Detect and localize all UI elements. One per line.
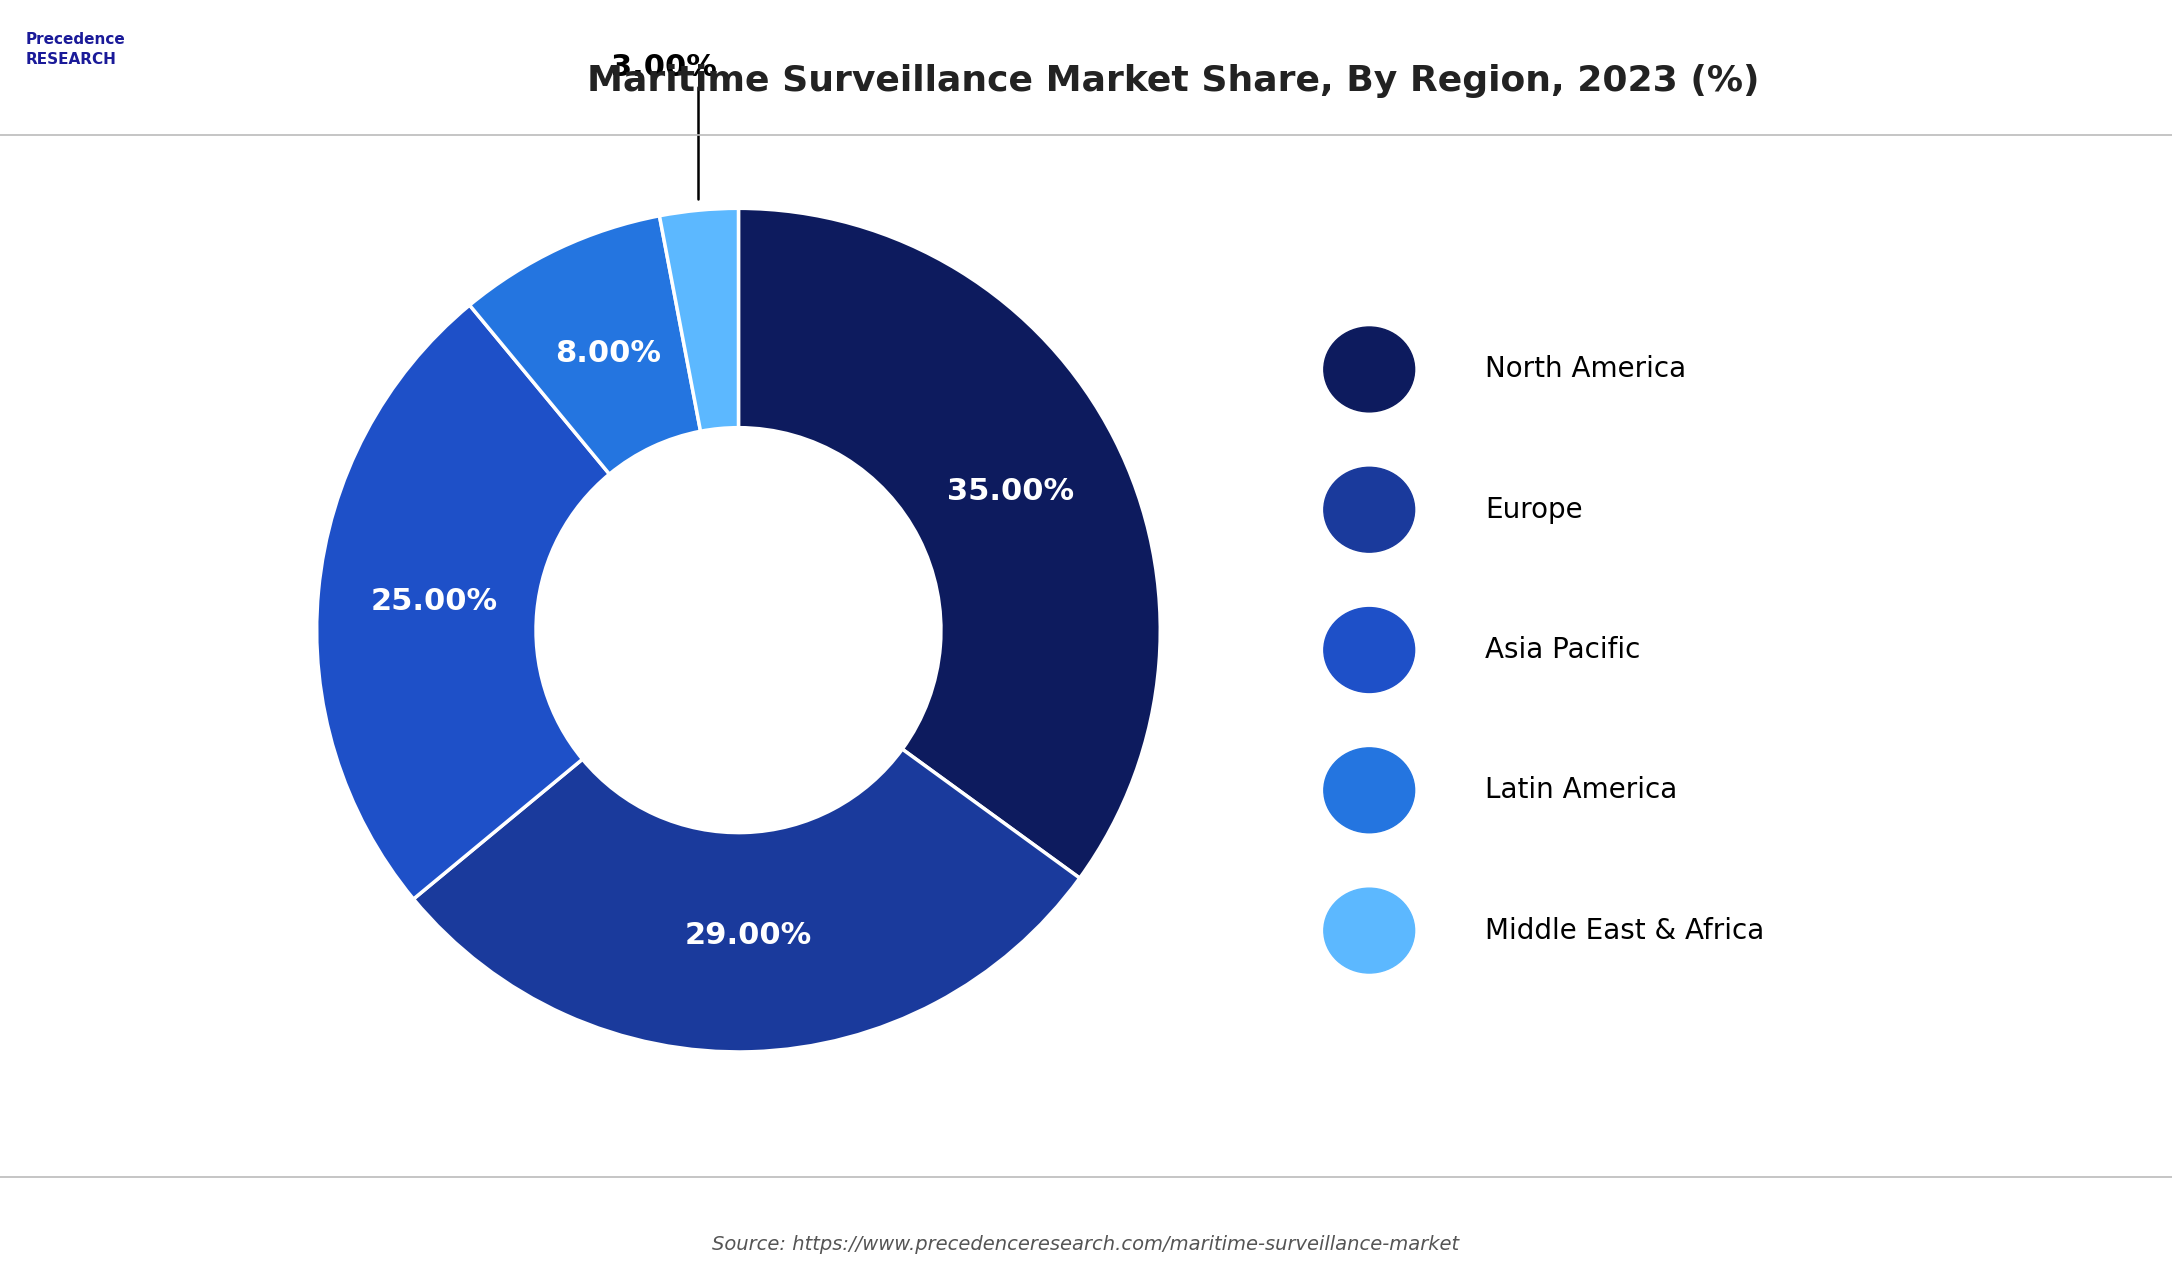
Wedge shape bbox=[317, 305, 610, 899]
Wedge shape bbox=[469, 216, 702, 475]
Text: Europe: Europe bbox=[1486, 495, 1583, 523]
Circle shape bbox=[1325, 889, 1414, 974]
Text: 29.00%: 29.00% bbox=[684, 921, 812, 950]
Text: Latin America: Latin America bbox=[1486, 777, 1677, 804]
Wedge shape bbox=[738, 208, 1160, 878]
Circle shape bbox=[1325, 467, 1414, 552]
Text: 3.00%: 3.00% bbox=[610, 53, 717, 199]
Text: Maritime Surveillance Market Share, By Region, 2023 (%): Maritime Surveillance Market Share, By R… bbox=[586, 64, 1759, 98]
Text: North America: North America bbox=[1486, 355, 1685, 383]
Circle shape bbox=[1325, 327, 1414, 412]
Text: 8.00%: 8.00% bbox=[556, 340, 660, 368]
Circle shape bbox=[1325, 748, 1414, 833]
Text: Middle East & Africa: Middle East & Africa bbox=[1486, 917, 1764, 945]
Wedge shape bbox=[660, 208, 738, 431]
Text: Source: https://www.precedenceresearch.com/maritime-surveillance-market: Source: https://www.precedenceresearch.c… bbox=[712, 1235, 1460, 1254]
Wedge shape bbox=[413, 750, 1079, 1052]
Text: Asia Pacific: Asia Pacific bbox=[1486, 637, 1640, 664]
Text: 25.00%: 25.00% bbox=[371, 586, 497, 616]
Text: 35.00%: 35.00% bbox=[947, 477, 1075, 505]
Text: Precedence
RESEARCH: Precedence RESEARCH bbox=[26, 32, 126, 67]
Circle shape bbox=[1325, 607, 1414, 692]
